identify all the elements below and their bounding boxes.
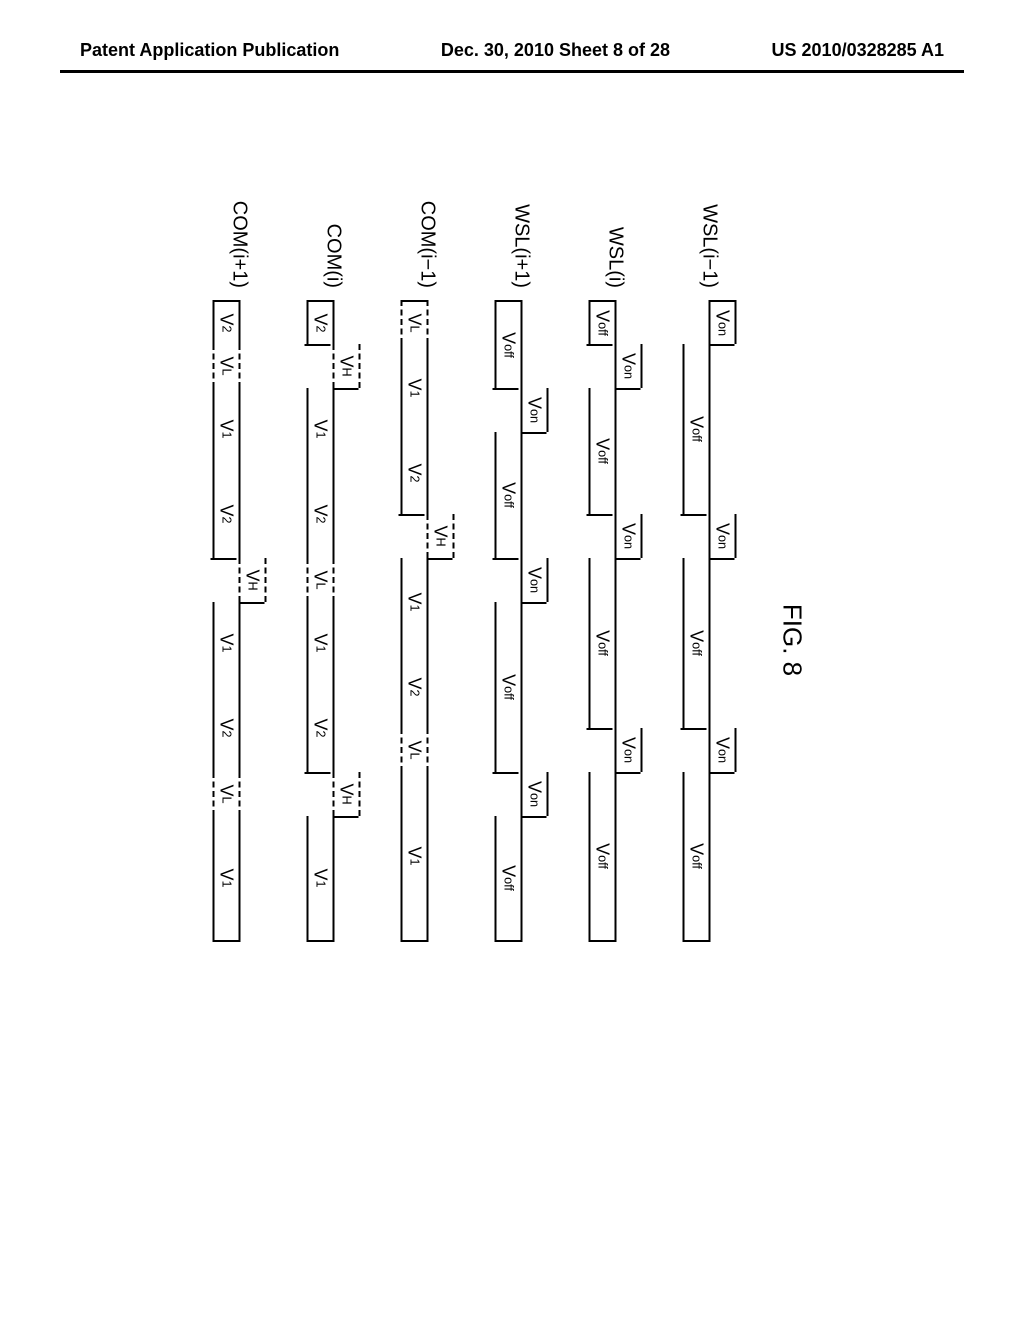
waveform-segment: Voff (495, 432, 523, 558)
waveform-segment: VH (333, 772, 361, 816)
signal-label: COM(i+1) (228, 180, 251, 300)
waveform-segment: V2 (401, 432, 429, 514)
waveform-segment: Von (521, 772, 549, 816)
waveform-segment: V2 (307, 470, 335, 558)
signal-row: WSL(i+1)VoffVonVoffVonVoffVonVoff (495, 180, 549, 1100)
waveform-segment: Voff (683, 772, 711, 942)
signal-row: COM(i)V2VHV1V2VLV1V2VHV1 (307, 180, 361, 1100)
waveform-segment: V2 (307, 300, 335, 344)
waveform-segment: VL (213, 772, 241, 816)
figure-title: FIG. 8 (777, 180, 808, 1100)
waveform-segment: V1 (401, 772, 429, 942)
signal-label: COM(i−1) (416, 180, 439, 300)
waveform-segment: Voff (589, 388, 617, 514)
header-left: Patent Application Publication (80, 40, 339, 61)
signal-row: WSL(i)VoffVonVoffVonVoffVonVoff (589, 180, 643, 1100)
waveform-segment: V2 (307, 684, 335, 772)
signal-row: COM(i+1)V2VLV1V2VHV1V2VLV1 (213, 180, 267, 1100)
waveform-segment: V1 (401, 558, 429, 646)
waveform-segment: VL (213, 344, 241, 388)
header-center: Dec. 30, 2010 Sheet 8 of 28 (441, 40, 670, 61)
waveform-segment: Voff (589, 300, 617, 344)
waveform: VonVoffVonVoffVonVoff (683, 300, 737, 942)
waveform-segment: VH (333, 344, 361, 388)
waveform-segment: Voff (683, 558, 711, 728)
waveform: VLV1V2VHV1V2VLV1 (401, 300, 455, 942)
waveform-segment: Von (615, 514, 643, 558)
waveform-segment: Von (709, 728, 737, 772)
waveform-segment: VH (239, 558, 267, 602)
waveform-segment: VL (401, 300, 429, 344)
waveform-segment: V1 (213, 602, 241, 684)
waveform-segment: Von (521, 558, 549, 602)
waveform: VoffVonVoffVonVoffVonVoff (589, 300, 643, 942)
waveform-segment: V1 (307, 816, 335, 942)
header-divider (60, 70, 964, 73)
timing-diagram: WSL(i−1)VonVoffVonVoffVonVoffWSL(i)VoffV… (213, 180, 737, 1100)
signal-label: COM(i) (322, 180, 345, 300)
waveform-segment: VL (307, 558, 335, 602)
signal-row: COM(i−1)VLV1V2VHV1V2VLV1 (401, 180, 455, 1100)
waveform-segment: V1 (213, 816, 241, 942)
waveform-segment: V1 (307, 602, 335, 684)
waveform-segment: V2 (401, 646, 429, 728)
waveform-segment: Voff (589, 558, 617, 728)
waveform-segment: VL (401, 728, 429, 772)
waveform-segment: V2 (213, 300, 241, 344)
waveform-segment: Von (521, 388, 549, 432)
waveform-segment: Von (709, 514, 737, 558)
waveform-segment: Voff (589, 772, 617, 942)
signal-label: WSL(i−1) (698, 180, 721, 300)
waveform: V2VLV1V2VHV1V2VLV1 (213, 300, 267, 942)
waveform: VoffVonVoffVonVoffVonVoff (495, 300, 549, 942)
waveform: V2VHV1V2VLV1V2VHV1 (307, 300, 361, 942)
waveform-segment: Voff (495, 816, 523, 942)
waveform-segment: VH (427, 514, 455, 558)
page-header: Patent Application Publication Dec. 30, … (0, 40, 1024, 61)
signal-label: WSL(i) (604, 180, 627, 300)
waveform-segment: Voff (495, 602, 523, 772)
waveform-segment: V2 (213, 684, 241, 772)
waveform-segment: Von (709, 300, 737, 344)
waveform-segment: Voff (683, 344, 711, 514)
signal-row: WSL(i−1)VonVoffVonVoffVonVoff (683, 180, 737, 1100)
waveform-segment: V1 (401, 344, 429, 432)
signal-label: WSL(i+1) (510, 180, 533, 300)
waveform-segment: V1 (213, 388, 241, 470)
waveform-segment: V2 (213, 470, 241, 558)
waveform-segment: Voff (495, 300, 523, 388)
figure-8: FIG. 8 WSL(i−1)VonVoffVonVoffVonVoffWSL(… (173, 180, 808, 1100)
header-right: US 2010/0328285 A1 (772, 40, 944, 61)
waveform-segment: V1 (307, 388, 335, 470)
waveform-segment: Von (615, 344, 643, 388)
waveform-segment: Von (615, 728, 643, 772)
